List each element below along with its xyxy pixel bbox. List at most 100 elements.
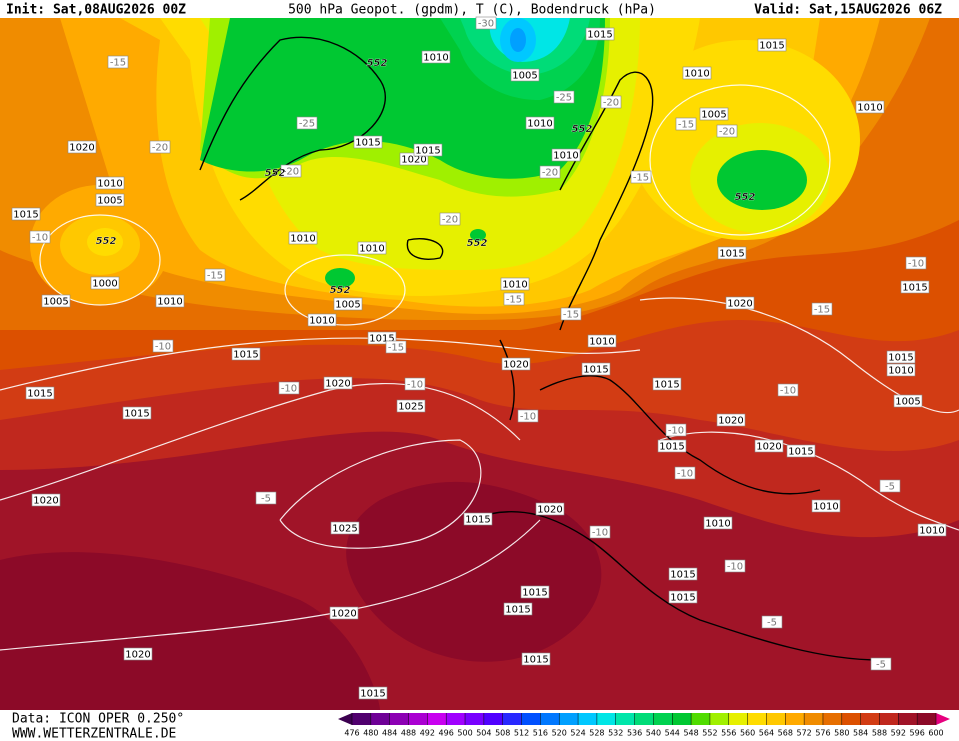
isobar-label: 1010 <box>423 53 448 64</box>
colorbar-tick-label: 488 <box>401 729 416 738</box>
temperature-label-box <box>107 55 129 69</box>
isobar-label-box <box>668 590 698 604</box>
colorbar-tick-label: 524 <box>570 729 585 738</box>
isobar-label: 1020 <box>718 416 743 427</box>
temperature-label: -15 <box>110 58 126 69</box>
colorbar-swatch <box>408 713 428 725</box>
isobar-label-box <box>95 193 125 207</box>
isobar-label: 1015 <box>27 389 52 400</box>
temperature-label: -20 <box>719 127 735 138</box>
isobar-label-box <box>11 207 41 221</box>
colorbar-tick-label: 548 <box>683 729 698 738</box>
isobar-label-box <box>323 376 353 390</box>
isobar-label: 1015 <box>888 353 913 364</box>
isobar-label-box <box>122 406 152 420</box>
isobar-label: 1015 <box>124 409 149 420</box>
colorbar-tick-label: 600 <box>928 729 943 738</box>
temperature-label: -10 <box>32 233 48 244</box>
isobar-label: 1010 <box>502 280 527 291</box>
isobar-label-box <box>463 512 493 526</box>
colorbar-swatch <box>917 713 936 725</box>
isobar-label: 1005 <box>97 196 122 207</box>
isobar-label-box <box>699 107 729 121</box>
temperature-label-box <box>761 615 783 629</box>
temperature-label-box <box>278 381 300 395</box>
colorbar-tick-label: 568 <box>778 729 793 738</box>
geopotential-label: 552 <box>96 236 117 247</box>
colorbar-swatch <box>465 713 484 725</box>
colorbar-swatch <box>596 713 616 725</box>
isobar-label: 1010 <box>97 179 122 190</box>
temperature-label: -10 <box>155 342 171 353</box>
temperature-label: -20 <box>442 215 458 226</box>
colorbar-tick-label: 588 <box>872 729 887 738</box>
temperature-label-box <box>296 116 318 130</box>
colorbar-arrow-high <box>936 713 950 725</box>
colorbar-tick-label: 508 <box>495 729 510 738</box>
temperature-label: -10 <box>908 259 924 270</box>
isobar-label: 1000 <box>92 279 117 290</box>
isobar-label: 1015 <box>465 515 490 526</box>
temperature-label-box <box>716 124 738 138</box>
temperature-label: -15 <box>563 310 579 321</box>
temperature-label-box <box>600 95 622 109</box>
temperature-label-box <box>879 479 901 493</box>
isobar-label: 1020 <box>325 379 350 390</box>
isobar-label-box <box>307 313 337 327</box>
geopotential-label: 552 <box>330 285 351 296</box>
isobar-label-box <box>587 334 617 348</box>
temperature-label-box <box>630 170 652 184</box>
temperature-label: -10 <box>407 380 423 391</box>
colorbar-tick-label: 552 <box>702 729 717 738</box>
isobar-label-box <box>893 394 923 408</box>
isobar-label-box <box>811 499 841 513</box>
isobar-label-box <box>535 502 565 516</box>
temperature-label: -10 <box>668 426 684 437</box>
colorbar-tick-label: 536 <box>627 729 642 738</box>
colorbar-swatch <box>352 713 371 725</box>
temperature-label: -25 <box>556 93 572 104</box>
isobar-label: 1005 <box>512 71 537 82</box>
colorbar-swatch <box>879 713 899 725</box>
isobar-label: 1015 <box>522 588 547 599</box>
temperature-label-box <box>149 140 171 154</box>
isobar-label-box <box>900 280 930 294</box>
colorbar-swatch <box>766 713 786 725</box>
colorbar-swatch <box>615 713 635 725</box>
isobar-label-box <box>41 294 71 308</box>
colorbar-swatch <box>578 713 597 725</box>
isobar-label: 1015 <box>788 447 813 458</box>
isobar-label: 1010 <box>919 526 944 537</box>
temperature-label: -20 <box>152 143 168 154</box>
data-source: Data: ICON OPER 0.250° <box>12 712 184 727</box>
colorbar-tick-label: 572 <box>796 729 811 738</box>
colorbar-tick-label: 532 <box>608 729 623 738</box>
colorbar-tick-label: 560 <box>740 729 755 738</box>
temperature-label: -20 <box>603 98 619 109</box>
isobar-label-box <box>521 652 551 666</box>
temperature-label-box <box>475 16 497 30</box>
isobar-label: 1015 <box>523 655 548 666</box>
isobar-label: 1015 <box>505 605 530 616</box>
temperature-label: -10 <box>281 384 297 395</box>
temperature-label: -15 <box>633 173 649 184</box>
temperature-label: -10 <box>592 528 608 539</box>
isobar-label: 1010 <box>359 244 384 255</box>
temperature-label: -20 <box>542 168 558 179</box>
isobar-label-box <box>525 116 555 130</box>
isobar-label: 1025 <box>398 402 423 413</box>
isobar-label: 1015 <box>360 689 385 700</box>
temperature-label: -30 <box>478 19 494 30</box>
isobar-label: 1015 <box>719 249 744 260</box>
colorbar-tick-label: 516 <box>533 729 548 738</box>
colorbar-swatch <box>822 713 842 725</box>
valid-time: Valid: Sat,15AUG2026 06Z <box>754 3 942 18</box>
temperature-label-box <box>675 117 697 131</box>
isobar-label-box <box>551 148 581 162</box>
isobar-label-box <box>329 606 359 620</box>
isobar-label: 1010 <box>553 151 578 162</box>
temperature-label-box <box>589 525 611 539</box>
colorbar-tick-label: 556 <box>721 729 736 738</box>
isobar-label-box <box>682 66 712 80</box>
colorbar-swatch <box>370 713 390 725</box>
